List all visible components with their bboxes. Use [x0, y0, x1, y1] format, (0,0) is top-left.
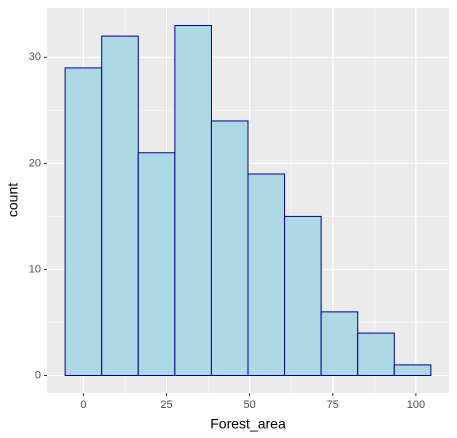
bar	[320, 311, 359, 377]
y-tick-label: 0	[35, 369, 41, 381]
bar	[137, 152, 176, 376]
x-tick-label: 100	[407, 399, 425, 411]
bar	[393, 364, 432, 377]
y-tick-label: 30	[29, 51, 41, 63]
bar	[210, 120, 249, 376]
x-tick-label: 25	[160, 399, 172, 411]
y-tick-label: 20	[29, 157, 41, 169]
x-axis-title: Forest_area	[210, 416, 286, 432]
bar	[247, 173, 286, 376]
bar	[101, 35, 139, 377]
y-axis-title: count	[5, 183, 21, 217]
bar	[284, 215, 322, 376]
bar	[357, 332, 395, 376]
bar	[64, 67, 103, 376]
bar	[174, 25, 212, 376]
x-tick-label: 50	[244, 399, 256, 411]
x-tick-label: 75	[327, 399, 339, 411]
y-tick-label: 10	[29, 263, 41, 275]
x-tick-label: 0	[80, 399, 86, 411]
